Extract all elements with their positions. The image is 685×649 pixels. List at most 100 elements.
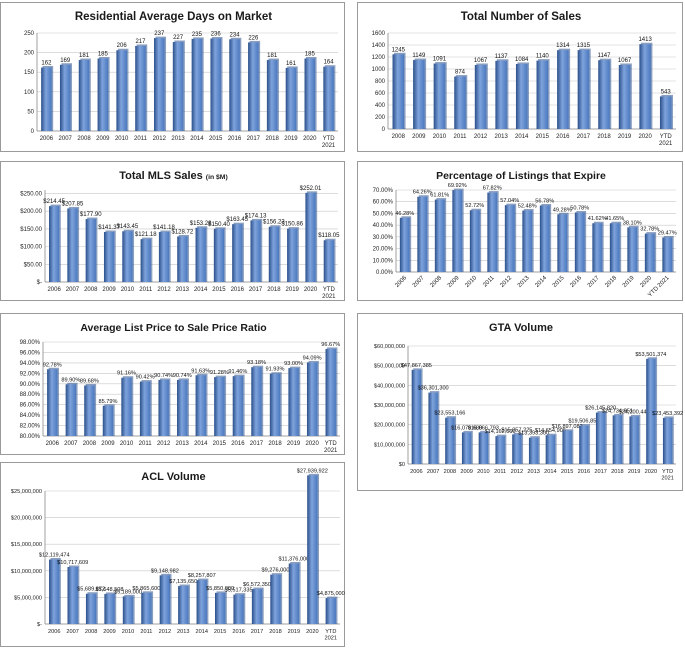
- data-label: $15,057,225: [501, 427, 532, 433]
- x-tick-label: 2013: [494, 134, 508, 140]
- bar: [461, 432, 472, 464]
- x-tick-label: 2008: [444, 469, 456, 475]
- bar: [305, 192, 316, 282]
- data-label: $16,070,688: [451, 425, 482, 431]
- bar: [135, 45, 146, 131]
- bar: [323, 240, 334, 282]
- x-tick-label: 2012: [157, 287, 171, 293]
- x-tick-label: 2006: [410, 469, 422, 475]
- data-label: $16,066,793: [468, 425, 499, 431]
- chart-gta-volume: GTA Volume $0 $10,000,000 $20,000,000 $30,00…: [374, 322, 683, 482]
- bar: [577, 50, 590, 129]
- x-tick-label: 2012: [474, 134, 488, 140]
- bar: [121, 377, 132, 436]
- y-tick-label: 82.00%: [20, 424, 41, 430]
- data-label: $9,276,000: [261, 568, 289, 574]
- x-tick-label: 2019: [287, 441, 301, 447]
- x-tick-label: 2007: [427, 469, 439, 475]
- chart-title: Total Number of Sales: [461, 11, 582, 23]
- bar: [84, 385, 95, 436]
- x-tick-label: 2012: [153, 136, 167, 142]
- data-label: $8,257,807: [188, 573, 216, 579]
- data-label: 69.92%: [448, 183, 467, 189]
- data-label: $27,939,922: [297, 468, 328, 474]
- bar: [392, 54, 405, 129]
- x-tick-label: 2018: [597, 134, 611, 140]
- data-label: 67.82%: [483, 186, 502, 192]
- x-tick-label: 2012: [499, 275, 513, 289]
- bar: [196, 580, 207, 624]
- data-label: $156.23: [263, 220, 285, 226]
- x-tick-label: 2008: [83, 441, 97, 447]
- data-label: 874: [455, 70, 466, 76]
- data-label: 29.47%: [658, 230, 677, 236]
- chart-acl-volume: ACL Volume $- $5,000,000 $10,000,000 $15,000…: [11, 468, 345, 641]
- data-label: 46.28%: [395, 211, 414, 217]
- bar: [417, 196, 428, 272]
- chart-title: Total MLS Sales (in $M): [119, 170, 228, 182]
- bar: [487, 192, 498, 272]
- data-label: $5,689,872: [77, 587, 105, 593]
- data-label: $5,648,508: [96, 587, 124, 593]
- bar: [595, 412, 606, 464]
- data-label: 41.62%: [588, 216, 607, 222]
- x-tick-label: 2008: [429, 275, 443, 289]
- chart-title: Percentage of Listings that Expire: [436, 170, 606, 182]
- x-tick-label: 2017: [594, 469, 606, 475]
- x-tick-label: 2018: [604, 275, 618, 289]
- bar: [269, 373, 281, 436]
- bar: [288, 368, 299, 436]
- data-label: 234: [230, 32, 241, 38]
- data-label: $9,148,982: [151, 568, 179, 574]
- x-tick-label: 2013: [176, 287, 190, 293]
- bar: [627, 227, 638, 272]
- x-tick-label: 2009: [96, 136, 110, 142]
- x-tick-label: 2010: [464, 275, 478, 289]
- y-tick-label: 1600: [372, 31, 386, 37]
- x-tick-label: 2017: [249, 287, 263, 293]
- x-tick-label: 2006: [48, 629, 60, 635]
- data-label: 90.42%: [136, 375, 155, 381]
- chart-title: Residential Average Days on Market: [75, 11, 272, 23]
- x-tick-label: 2008: [85, 629, 97, 635]
- data-label: 52.48%: [518, 204, 537, 210]
- data-label: $11,376,000: [279, 556, 310, 562]
- bar: [41, 67, 52, 131]
- x-tick-label: 2011: [139, 287, 153, 293]
- data-label: 237: [154, 31, 165, 37]
- x-tick-label: 2006: [47, 287, 61, 293]
- bar: [251, 589, 263, 624]
- bar: [609, 223, 620, 272]
- data-label: 1067: [474, 58, 488, 64]
- y-tick-label: 60.00%: [373, 200, 394, 206]
- x-tick-label: 2007: [66, 287, 80, 293]
- x-tick-label: 2013: [171, 136, 185, 142]
- x-tick-label: 2015: [212, 287, 226, 293]
- data-label: $53,501,374: [635, 352, 666, 358]
- data-label: $150.40: [208, 222, 230, 228]
- x-tick-label: 2016: [569, 275, 583, 289]
- data-label: $6,572,350: [243, 582, 271, 588]
- bar: [545, 435, 556, 464]
- data-label: 1067: [618, 58, 632, 64]
- x-tick-label: 2007: [59, 136, 73, 142]
- data-label: 164: [324, 60, 335, 66]
- x-tick-label: 2008: [84, 287, 98, 293]
- bar: [116, 50, 127, 131]
- bar: [65, 384, 77, 436]
- y-tick-label: $30,000,000: [374, 403, 405, 409]
- y-tick-label: $0: [399, 462, 405, 468]
- y-tick-label: 88.00%: [20, 392, 41, 398]
- chart-panel-acl-volume: ACL Volume $- $5,000,000 $10,000,000 $15,000…: [0, 462, 345, 647]
- x-tick-label: 2018: [269, 629, 281, 635]
- bar: [557, 214, 568, 272]
- data-label: $47,867,385: [401, 363, 432, 369]
- y-tick-label: 98.00%: [20, 340, 41, 346]
- bar: [306, 362, 318, 436]
- x-tick-label: 2016: [578, 469, 590, 475]
- data-label: 91.28%: [210, 370, 229, 376]
- data-label: 185: [98, 51, 109, 57]
- bar: [515, 63, 528, 129]
- x-tick-label: 2019: [628, 469, 640, 475]
- chart-price-ratio: Average List Price to Sale Price Ratio 80…: [20, 322, 341, 454]
